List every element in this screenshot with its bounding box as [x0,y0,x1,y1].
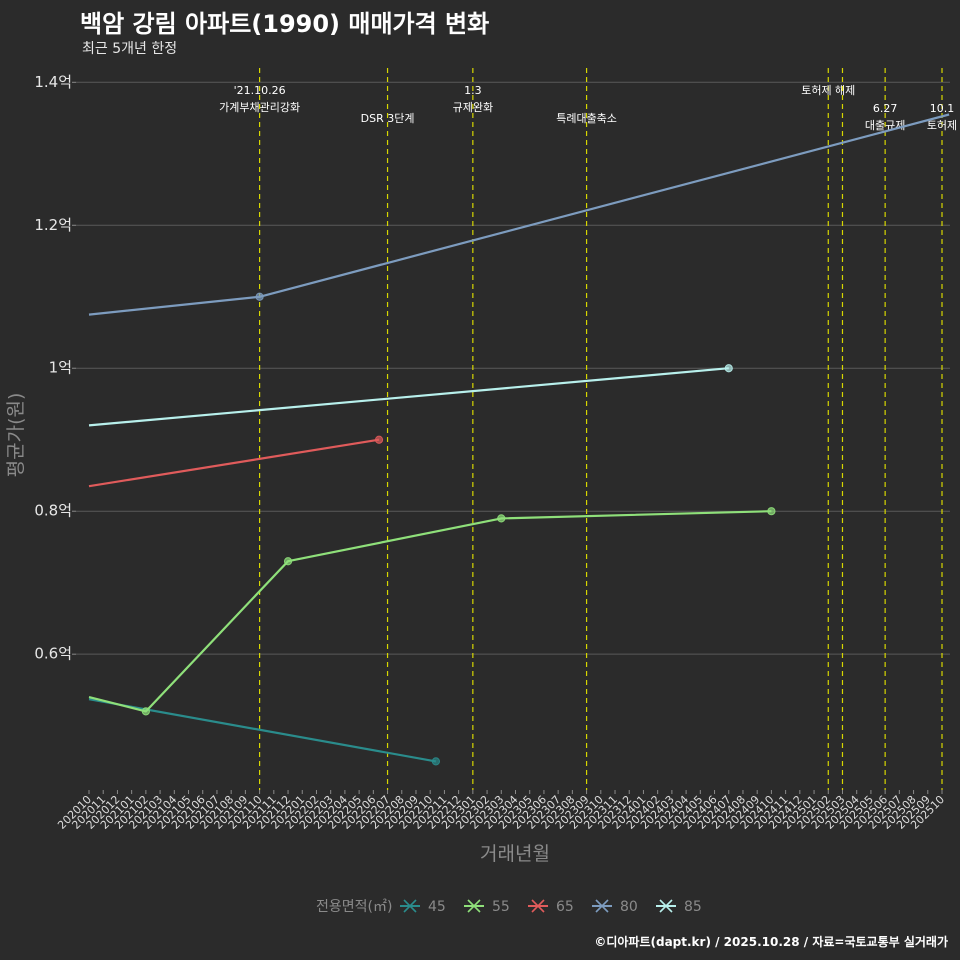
legend-label: 65 [556,899,574,915]
legend-key-cross [531,899,545,913]
y-axis: 0.6억 0.8억 1억 1.2억 1.4억 [34,73,76,663]
event-label: 규제완화 [453,101,493,114]
event-label: 6.27 [873,102,898,115]
data-point-65 [374,435,384,444]
event-label: 토허제 해제 [801,83,855,97]
series-line-85 [88,367,729,427]
source-caption: ©디아파트(dapt.kr) / 2025.10.28 / 자료=국토교통부 실… [594,935,948,949]
data-point-55 [141,707,150,716]
y-tick-label: 1.4억 [34,73,72,91]
series-line-55 [88,510,772,713]
chart-subtitle: 최근 5개년 한정 [82,41,178,57]
event-label: 토허제 [927,119,957,132]
series-line-45 [88,698,437,763]
data-point-55 [497,514,506,523]
series-layer [88,113,950,766]
event-label: '21.10.26 [234,84,286,97]
data-point-55 [283,557,293,566]
legend: 전용면적(㎡) 45 55 65 80 85 [316,899,702,915]
legend-label: 55 [492,899,510,915]
grid-layer [76,81,950,655]
legend-label: 80 [620,899,638,915]
legend-key-cross [595,899,609,913]
y-tick-label: 1.2억 [34,216,72,234]
y-tick-label: 0.6억 [34,645,72,663]
event-label: DSR 3단계 [361,112,415,125]
data-point-45 [431,757,440,766]
data-point-85 [724,364,733,373]
event-label: 대출규제 [865,119,905,132]
y-tick-label: 0.8억 [34,502,72,520]
y-axis-title: 평균가(원) [5,393,27,478]
x-axis: 2020102020112020122021012021022021032021… [55,790,947,832]
series-line-80 [88,113,950,316]
legend-label: 85 [684,899,702,915]
event-label: 1.3 [464,84,482,97]
event-label: 10.1 [930,102,955,115]
chart-title: 백암 강림 아파트(1990) 매매가격 변화 [80,10,490,38]
legend-key-cross [659,899,673,913]
event-label: 가계부채관리강화 [219,101,300,114]
legend-key-cross [467,899,481,913]
y-tick-label: 1억 [49,359,72,377]
data-point-80 [255,292,264,301]
series-line-65 [88,438,380,488]
data-point-55 [767,507,776,516]
legend-label: 45 [428,899,446,915]
legend-key-cross [403,899,417,913]
legend-title: 전용면적(㎡) [316,899,392,915]
event-label: 특례대출축소 [556,112,617,125]
x-axis-title: 거래년월 [480,843,550,865]
